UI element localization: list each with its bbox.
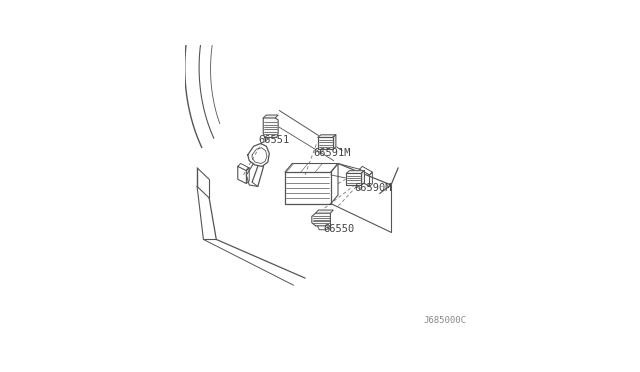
Polygon shape [312,213,330,226]
Polygon shape [316,210,333,213]
Text: 66551: 66551 [259,135,290,145]
Polygon shape [263,118,278,137]
Polygon shape [333,135,336,150]
Polygon shape [346,171,365,173]
Text: J685000C: J685000C [424,316,467,326]
Text: 66590M: 66590M [355,183,392,193]
Polygon shape [263,115,278,118]
Text: 66591M: 66591M [314,148,351,158]
Text: 66550: 66550 [324,224,355,234]
Polygon shape [346,173,361,185]
Polygon shape [317,137,333,150]
Polygon shape [317,135,336,137]
Polygon shape [361,171,365,185]
